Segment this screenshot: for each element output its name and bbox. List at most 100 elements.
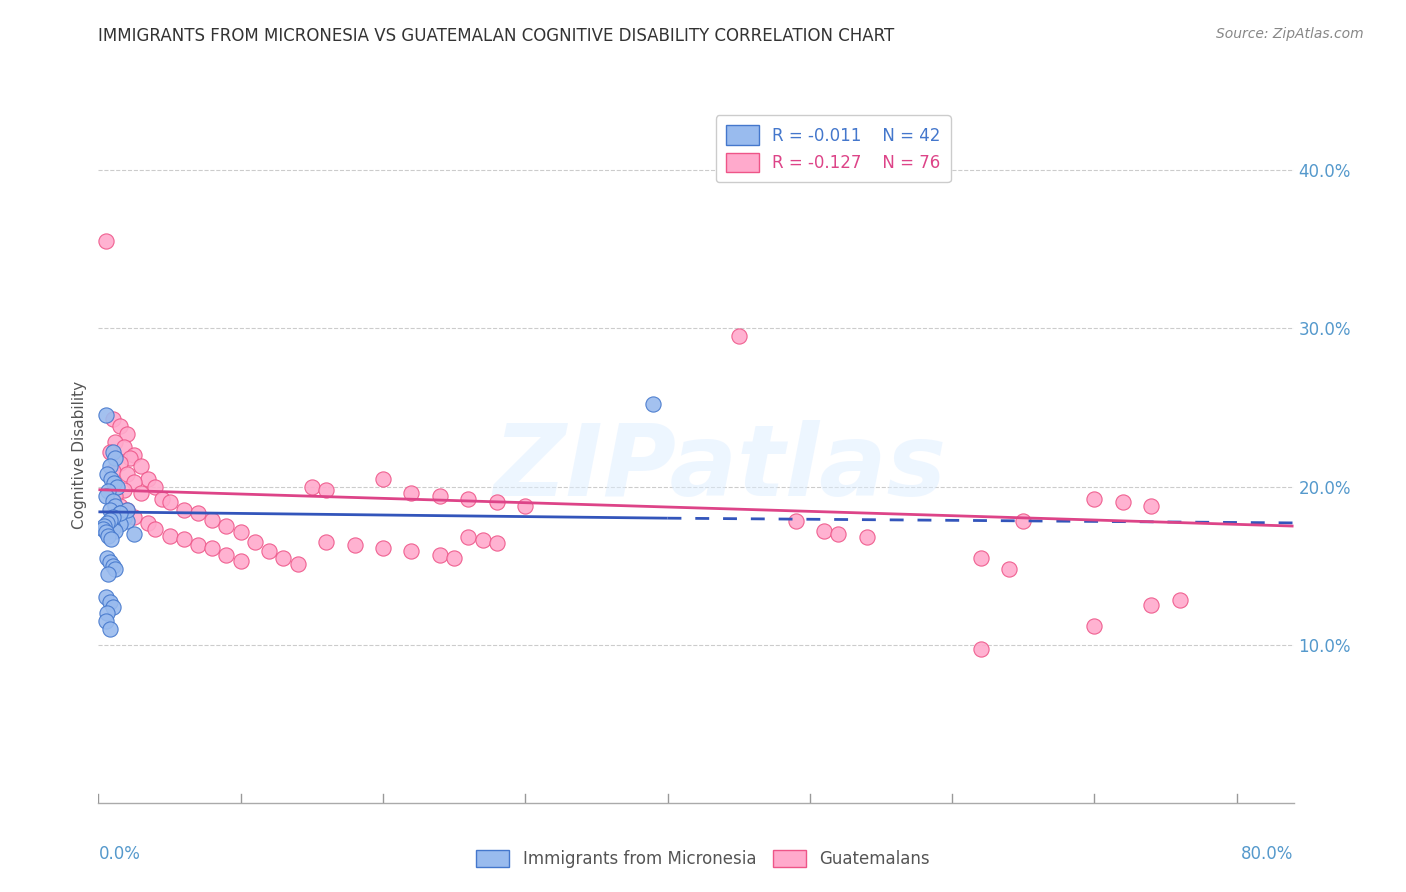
Point [96, 467, 118, 481]
Point [101, 493, 124, 508]
Point [108, 499, 131, 513]
Point [143, 479, 166, 493]
Point [813, 524, 835, 538]
Point [115, 503, 138, 517]
Point [101, 509, 124, 524]
Point [105, 479, 128, 493]
Point [104, 451, 127, 466]
Point [187, 507, 209, 521]
Point [100, 532, 122, 546]
Point [98, 556, 121, 570]
Point [485, 495, 508, 509]
Point [108, 507, 131, 521]
Point [129, 458, 152, 473]
Point [136, 472, 159, 486]
Point [100, 472, 122, 486]
Point [215, 548, 238, 562]
Text: 0.0%: 0.0% [98, 845, 141, 863]
Point [112, 511, 135, 525]
Point [122, 448, 145, 462]
Point [343, 538, 366, 552]
Point [101, 444, 124, 458]
Point [98, 444, 121, 458]
Point [485, 536, 508, 550]
Point [315, 483, 337, 497]
Point [998, 562, 1021, 576]
Point [108, 507, 131, 521]
Point [201, 541, 224, 556]
Point [101, 411, 124, 425]
Point [143, 522, 166, 536]
Point [243, 534, 266, 549]
Point [108, 517, 131, 532]
Point [159, 528, 181, 542]
Y-axis label: Cognitive Disability: Cognitive Disability [72, 381, 87, 529]
Point [1012, 514, 1035, 528]
Point [471, 533, 494, 548]
Text: Source: ZipAtlas.com: Source: ZipAtlas.com [1216, 27, 1364, 41]
Text: 80.0%: 80.0% [1241, 845, 1294, 863]
Point [229, 525, 252, 540]
Point [108, 456, 131, 470]
Point [96, 516, 118, 530]
Point [187, 538, 209, 552]
Point [98, 458, 121, 473]
Point [108, 419, 131, 434]
Point [855, 530, 877, 544]
Point [104, 524, 127, 538]
Point [98, 595, 121, 609]
Point [94, 614, 117, 628]
Point [115, 514, 138, 528]
Point [101, 464, 124, 478]
Text: IMMIGRANTS FROM MICRONESIA VS GUATEMALAN COGNITIVE DISABILITY CORRELATION CHART: IMMIGRANTS FROM MICRONESIA VS GUATEMALAN… [98, 27, 894, 45]
Point [91, 522, 114, 536]
Point [201, 513, 224, 527]
Point [969, 642, 991, 657]
Point [215, 519, 238, 533]
Point [429, 548, 451, 562]
Point [371, 541, 394, 556]
Point [98, 622, 121, 636]
Point [401, 486, 423, 500]
Point [727, 329, 749, 343]
Point [429, 489, 451, 503]
Point [301, 479, 323, 493]
Point [101, 521, 124, 535]
Point [1083, 618, 1105, 632]
Point [152, 492, 174, 507]
Point [122, 509, 145, 524]
Point [1083, 492, 1105, 507]
Point [287, 557, 309, 571]
Point [94, 591, 117, 605]
Point [96, 606, 118, 620]
Point [173, 532, 195, 546]
Point [643, 397, 665, 411]
Point [257, 544, 280, 558]
Point [112, 483, 135, 497]
Point [371, 472, 394, 486]
Point [94, 409, 117, 423]
Legend: Immigrants from Micronesia, Guatemalans: Immigrants from Micronesia, Guatemalans [470, 843, 936, 875]
Point [94, 525, 117, 540]
Point [101, 599, 124, 614]
Point [103, 476, 125, 491]
Point [969, 550, 991, 565]
Point [97, 528, 120, 542]
Point [1112, 495, 1135, 509]
Point [94, 489, 117, 503]
Point [315, 534, 337, 549]
Point [457, 530, 479, 544]
Point [1168, 593, 1191, 607]
Point [122, 527, 145, 541]
Point [122, 475, 145, 489]
Point [93, 519, 115, 533]
Point [129, 486, 152, 500]
Point [104, 562, 127, 576]
Point [159, 495, 181, 509]
Point [1140, 499, 1163, 513]
Point [401, 544, 423, 558]
Point [115, 467, 138, 481]
Point [98, 513, 121, 527]
Point [97, 484, 120, 499]
Point [515, 499, 537, 513]
